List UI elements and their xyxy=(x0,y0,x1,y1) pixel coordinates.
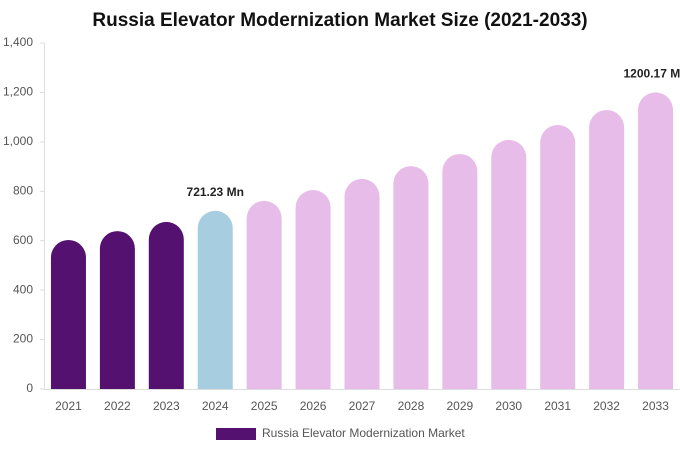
x-tick-label: 2024 xyxy=(202,399,229,413)
y-tick-label: 600 xyxy=(13,233,33,247)
bar xyxy=(393,166,429,389)
bar xyxy=(442,153,478,389)
legend-label: Russia Elevator Modernization Market xyxy=(262,426,465,440)
bar xyxy=(344,178,380,389)
bar xyxy=(491,139,527,389)
bar xyxy=(295,190,331,389)
y-tick-label: 400 xyxy=(13,282,33,296)
x-tick-label: 2026 xyxy=(300,399,327,413)
x-tick-label: 2030 xyxy=(495,399,522,413)
y-tick-label: 1,200 xyxy=(3,85,33,99)
y-tick-label: 800 xyxy=(13,183,33,197)
bar xyxy=(589,109,625,390)
bar xyxy=(540,125,576,390)
x-tick-label: 2027 xyxy=(349,399,376,413)
x-tick-label: 2029 xyxy=(446,399,473,413)
y-tick-label: 1,400 xyxy=(3,35,33,49)
bar xyxy=(638,92,674,389)
x-tick-label: 2033 xyxy=(642,399,669,413)
x-tick-label: 2028 xyxy=(398,399,425,413)
legend-swatch xyxy=(216,428,256,440)
y-tick-label: 0 xyxy=(26,381,33,395)
x-tick-label: 2032 xyxy=(593,399,620,413)
bar xyxy=(148,221,184,389)
bar xyxy=(50,239,86,389)
x-tick-label: 2031 xyxy=(544,399,571,413)
bar xyxy=(197,210,233,389)
data-label: 1200.17 Mn xyxy=(624,67,680,81)
chart-title: Russia Elevator Modernization Market Siz… xyxy=(92,10,587,31)
x-tick-label: 2023 xyxy=(153,399,180,413)
x-tick-label: 2021 xyxy=(55,399,82,413)
x-tick-label: 2025 xyxy=(251,399,278,413)
y-tick-label: 200 xyxy=(13,332,33,346)
bar xyxy=(99,231,135,389)
x-tick-label: 2022 xyxy=(104,399,131,413)
y-tick-label: 1,000 xyxy=(3,134,33,148)
data-label: 721.23 Mn xyxy=(187,185,244,199)
bar xyxy=(246,200,282,389)
